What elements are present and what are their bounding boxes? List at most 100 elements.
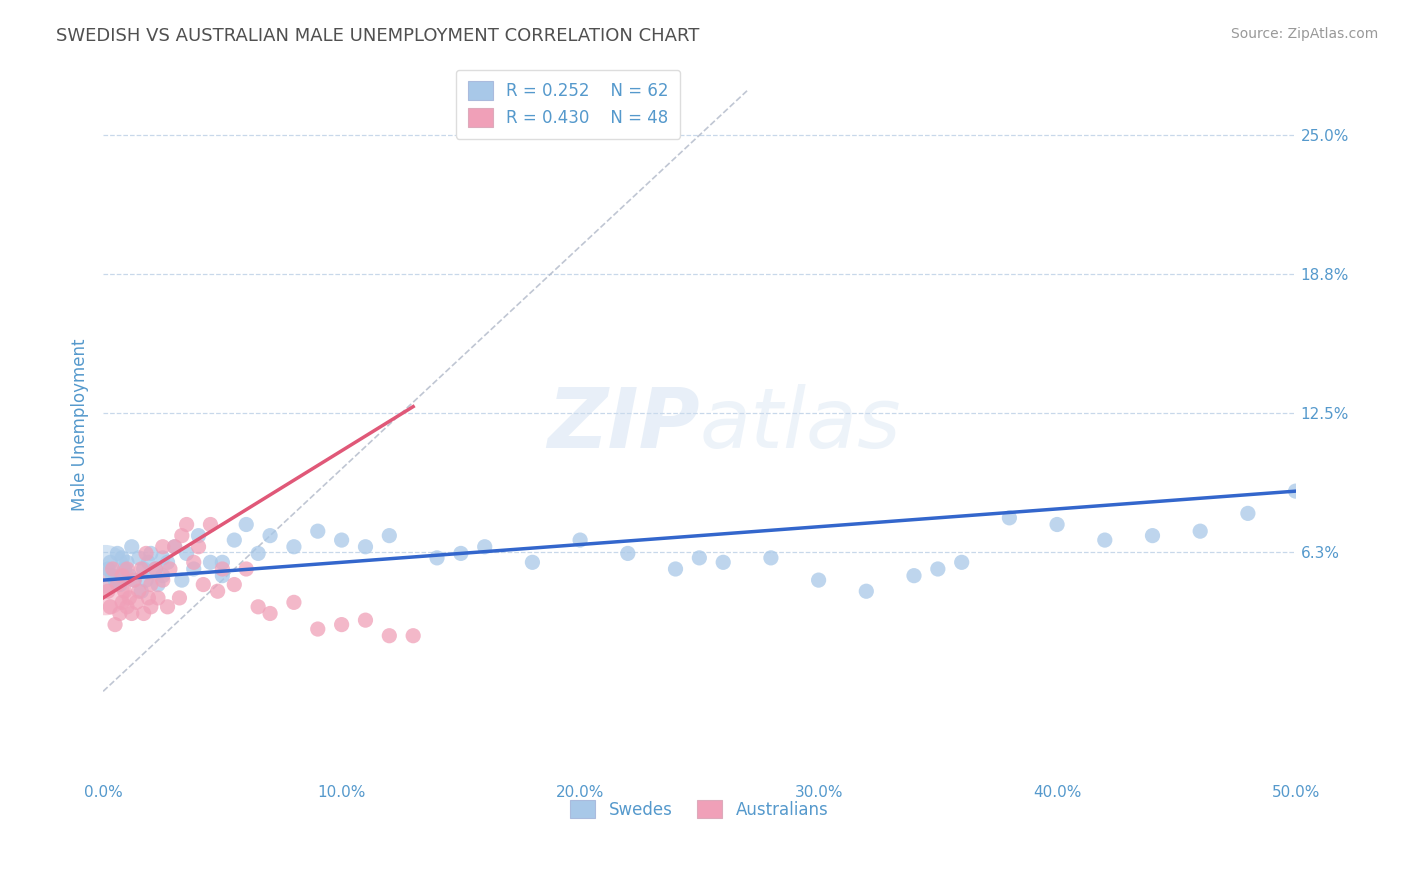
- Point: [139, 577, 162, 591]
- Point: [98, 555, 121, 569]
- Legend: Swedes, Australians: Swedes, Australians: [564, 793, 835, 825]
- Point: [855, 584, 877, 599]
- Point: [1046, 517, 1069, 532]
- Point: [170, 528, 193, 542]
- Point: [169, 591, 191, 605]
- Point: [128, 550, 150, 565]
- Point: [200, 517, 222, 532]
- Point: [903, 568, 925, 582]
- Point: [156, 555, 179, 569]
- Point: [522, 555, 544, 569]
- Point: [159, 562, 181, 576]
- Point: [115, 555, 138, 569]
- Point: [307, 622, 329, 636]
- Point: [118, 568, 141, 582]
- Point: [108, 607, 131, 621]
- Point: [125, 595, 148, 609]
- Point: [163, 540, 186, 554]
- Point: [132, 607, 155, 621]
- Point: [307, 524, 329, 538]
- Point: [152, 550, 174, 565]
- Point: [378, 528, 401, 542]
- Point: [688, 550, 710, 565]
- Point: [1189, 524, 1212, 538]
- Point: [259, 528, 281, 542]
- Point: [711, 555, 734, 569]
- Point: [247, 599, 270, 614]
- Point: [115, 562, 138, 576]
- Point: [146, 591, 169, 605]
- Point: [927, 562, 949, 576]
- Text: atlas: atlas: [699, 384, 901, 465]
- Point: [135, 573, 157, 587]
- Point: [1094, 533, 1116, 547]
- Point: [1284, 484, 1306, 499]
- Point: [950, 555, 973, 569]
- Point: [759, 550, 782, 565]
- Point: [354, 540, 377, 554]
- Point: [135, 546, 157, 560]
- Point: [1142, 528, 1164, 542]
- Point: [156, 599, 179, 614]
- Text: SWEDISH VS AUSTRALIAN MALE UNEMPLOYMENT CORRELATION CHART: SWEDISH VS AUSTRALIAN MALE UNEMPLOYMENT …: [56, 27, 700, 45]
- Point: [402, 629, 425, 643]
- Point: [283, 595, 305, 609]
- Point: [97, 584, 120, 599]
- Point: [152, 573, 174, 587]
- Point: [450, 546, 472, 560]
- Point: [118, 591, 141, 605]
- Point: [170, 573, 193, 587]
- Point: [108, 577, 131, 591]
- Point: [426, 550, 449, 565]
- Point: [122, 573, 145, 587]
- Point: [139, 546, 162, 560]
- Point: [224, 533, 246, 547]
- Point: [111, 595, 134, 609]
- Point: [115, 599, 138, 614]
- Point: [114, 584, 136, 599]
- Point: [211, 562, 233, 576]
- Point: [569, 533, 592, 547]
- Point: [187, 540, 209, 554]
- Point: [183, 555, 205, 569]
- Point: [211, 555, 233, 569]
- Point: [176, 517, 198, 532]
- Point: [474, 540, 496, 554]
- Point: [145, 562, 167, 576]
- Point: [998, 511, 1021, 525]
- Point: [187, 528, 209, 542]
- Point: [104, 617, 127, 632]
- Point: [176, 546, 198, 560]
- Point: [111, 550, 134, 565]
- Point: [1237, 507, 1260, 521]
- Point: [224, 577, 246, 591]
- Point: [97, 562, 120, 576]
- Point: [235, 517, 257, 532]
- Point: [121, 540, 143, 554]
- Point: [94, 584, 117, 599]
- Point: [183, 562, 205, 576]
- Point: [138, 555, 160, 569]
- Point: [122, 573, 145, 587]
- Y-axis label: Male Unemployment: Male Unemployment: [72, 338, 89, 510]
- Point: [211, 568, 233, 582]
- Point: [283, 540, 305, 554]
- Point: [121, 607, 143, 621]
- Point: [378, 629, 401, 643]
- Point: [129, 562, 152, 576]
- Point: [152, 540, 174, 554]
- Point: [128, 584, 150, 599]
- Point: [247, 546, 270, 560]
- Point: [101, 562, 124, 576]
- Point: [664, 562, 686, 576]
- Point: [114, 562, 136, 576]
- Point: [193, 577, 215, 591]
- Point: [111, 568, 134, 582]
- Point: [98, 599, 121, 614]
- Point: [107, 577, 129, 591]
- Point: [94, 562, 117, 576]
- Point: [235, 562, 257, 576]
- Point: [138, 591, 160, 605]
- Point: [146, 577, 169, 591]
- Point: [807, 573, 830, 587]
